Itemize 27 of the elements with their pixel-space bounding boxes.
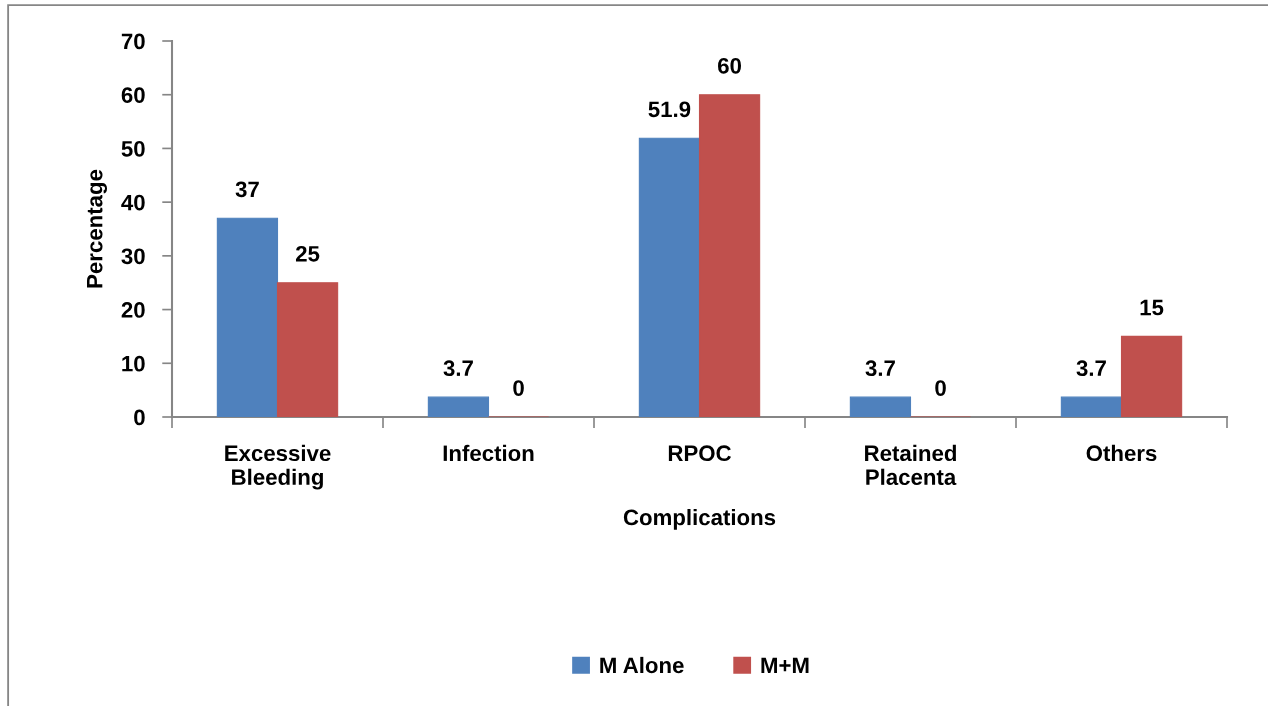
y-tick-label: 20: [121, 302, 145, 318]
data-label: 60: [718, 57, 742, 74]
legend-label: M+M: [761, 657, 809, 673]
y-tick-label: 10: [122, 355, 145, 372]
x-tick-label: Infection: [443, 444, 534, 462]
data-label: 37: [235, 181, 259, 198]
y-tick-label: 30: [121, 248, 145, 265]
data-label: 3.7: [865, 360, 895, 377]
x-axis-title: Complications: [623, 508, 776, 530]
data-label: 0: [513, 380, 524, 396]
data-label: 15: [1140, 299, 1164, 316]
x-tick-label: Retained Placenta: [865, 444, 957, 486]
x-tick-label: RPOC: [668, 445, 731, 462]
y-axis-title: Percentage: [87, 169, 108, 288]
y-tick-label: 50: [121, 140, 145, 157]
y-tick-label: 60: [121, 87, 145, 103]
data-label: 51.9: [648, 101, 691, 118]
x-tick-label: Excessive Bleeding: [225, 444, 331, 490]
y-tick-label: 40: [121, 194, 145, 211]
legend-label: M Alone: [600, 656, 684, 674]
data-label: 25: [295, 245, 320, 262]
data-label: 3.7: [443, 360, 473, 377]
x-tick-label: Others: [1086, 444, 1157, 462]
data-label: 0: [935, 380, 946, 396]
data-label: 3.7: [1076, 360, 1106, 377]
y-tick-label: 0: [134, 409, 145, 426]
y-tick-label: 70: [121, 33, 145, 50]
